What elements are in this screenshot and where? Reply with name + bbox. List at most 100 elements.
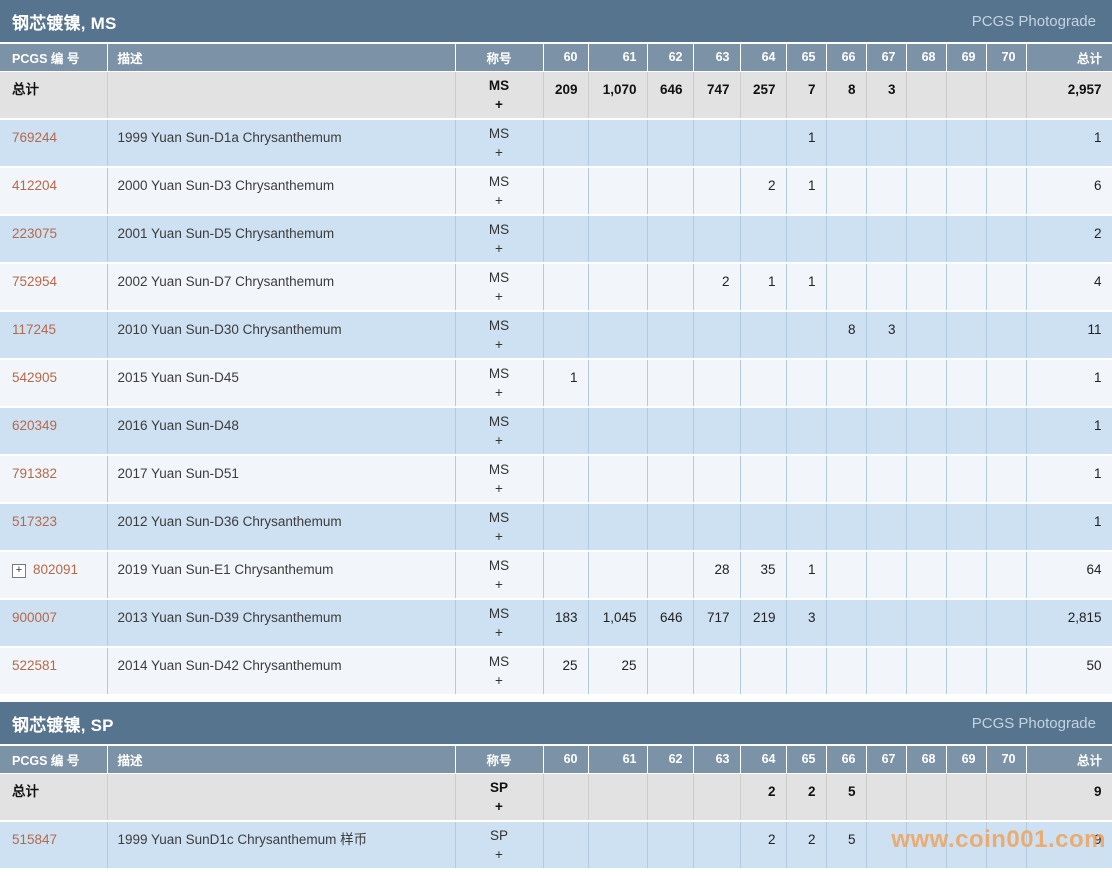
designation-plus: + [495,798,503,814]
designation-label: MS [488,222,510,237]
totals-label-cell: 总计 [0,773,108,822]
pcgs-id-link[interactable]: 900007 [12,610,58,625]
grade-cell-63 [693,167,741,216]
pcgs-id-link[interactable]: 752954 [12,274,58,289]
col-header-grade-64: 64 [740,746,787,774]
grade-cell-64 [740,503,787,552]
pcgs-id-link[interactable]: 412204 [12,178,58,193]
pcgs-id-link[interactable]: 620349 [12,418,58,433]
grade-cell-64 [740,215,787,264]
grade-cell-68 [906,821,947,870]
grade-cell-69 [946,773,987,822]
grade-cell-63 [693,215,741,264]
grade-cell-67 [866,263,907,312]
grade-cell-60: 209 [543,71,589,120]
grade-cell-61 [588,821,648,870]
grade-cell-68 [906,71,947,120]
designation-label: MS [488,558,510,573]
description-cell: 2019 Yuan Sun-E1 Chrysanthemum [107,551,456,600]
total-cell: 6 [1026,167,1112,216]
pcgs-photograde-link[interactable]: PCGS Photograde [971,12,1096,30]
grade-cell-70 [986,773,1027,822]
col-header-grade-61: 61 [588,44,648,72]
grade-cell-61 [588,119,648,168]
grade-cell-67 [866,503,907,552]
designation-label: MS [488,606,510,621]
pcgs-id-link[interactable]: 223075 [12,226,58,241]
grade-cell-61 [588,311,648,360]
grade-cell-69 [946,821,987,870]
pcgs-id-link[interactable]: 517323 [12,514,58,529]
total-cell: 9 [1026,821,1112,870]
grade-cell-70 [986,167,1027,216]
grade-cell-67 [866,551,907,600]
totals-row: 总计 MS +209 1,070 646 747 257 7 8 3 2,957 [0,71,1112,120]
col-header-pcgs-id: PCGS 编 号 [0,44,108,72]
grade-cell-70 [986,71,1027,120]
pcgs-id-link[interactable]: 791382 [12,466,58,481]
designation-label: MS [488,270,510,285]
coin-row: 791382 2017 Yuan Sun-D51 MS +1 [0,455,1112,504]
description-cell: 2001 Yuan Sun-D5 Chrysanthemum [107,215,456,264]
designation-cell: SP + [455,821,544,870]
grade-cell-67: 3 [866,71,907,120]
grade-cell-60: 1 [543,359,589,408]
grade-cell-61: 25 [588,647,648,696]
grade-cell-65: 7 [786,71,827,120]
grade-cell-65 [786,503,827,552]
grade-cell-69 [946,647,987,696]
pcgs-photograde-link[interactable]: PCGS Photograde [971,714,1096,732]
col-header-grade-70: 70 [986,746,1027,774]
grade-cell-61 [588,551,648,600]
grade-cell-64: 2 [740,821,787,870]
designation-cell: MS + [455,599,544,648]
grade-cell-63 [693,359,741,408]
designation-cell: MS + [455,455,544,504]
coin-row: 752954 2002 Yuan Sun-D7 Chrysanthemum MS +2… [0,263,1112,312]
grade-cell-69 [946,71,987,120]
col-header-designation: 称号 [455,44,544,72]
description-cell: 2002 Yuan Sun-D7 Chrysanthemum [107,263,456,312]
grade-cell-66 [826,407,867,456]
grade-cell-67 [866,821,907,870]
designation-label: MS [488,318,510,333]
coin-row: 620349 2016 Yuan Sun-D48 MS +1 [0,407,1112,456]
designation-cell: MS + [455,119,544,168]
total-cell: 11 [1026,311,1112,360]
grade-cell-62 [647,215,694,264]
population-table: PCGS 编 号描述 称号 60 61 62 63 64 65 66 67 68 69 70 总计 总计 SP… [0,746,1112,870]
col-header-grade-66: 66 [826,44,867,72]
totals-row: 总计 SP +2 2 5 9 [0,773,1112,822]
grade-cell-64: 257 [740,71,787,120]
grade-cell-66 [826,455,867,504]
grade-cell-62 [647,263,694,312]
grade-cell-60 [543,215,589,264]
grade-cell-64 [740,119,787,168]
expand-icon[interactable]: + [12,564,26,578]
grade-cell-66 [826,167,867,216]
pcgs-id-link[interactable]: 117245 [12,322,57,337]
pcgs-id-link[interactable]: 802091 [33,562,79,577]
grade-cell-69 [946,167,987,216]
grade-cell-66 [826,263,867,312]
pcgs-id-link[interactable]: 515847 [12,832,58,847]
pcgs-id-link[interactable]: 769244 [12,130,58,145]
pcgs-id-link[interactable]: 542905 [12,370,58,385]
grade-cell-60: 183 [543,599,589,648]
column-header-row: PCGS 编 号描述 称号 60 61 62 63 64 65 66 67 68 69 70 总计 [0,746,1112,774]
grade-cell-63 [693,503,741,552]
designation-plus: + [495,145,503,160]
pcgs-id-link[interactable]: 522581 [12,658,58,673]
col-header-pcgs-id: PCGS 编 号 [0,746,108,774]
total-cell: 64 [1026,551,1112,600]
pcgs-id-cell: 542905 [0,359,108,408]
grade-cell-67 [866,167,907,216]
pcgs-id-cell: 223075 [0,215,108,264]
grade-cell-62 [647,455,694,504]
designation-plus: + [495,96,503,112]
designation-cell: MS + [455,71,544,120]
coin-row: 517323 2012 Yuan Sun-D36 Chrysanthemum MS +… [0,503,1112,552]
section-title: 钢芯镀镍, SP [12,715,114,735]
pcgs-id-cell: 769244 [0,119,108,168]
col-header-total: 总计 [1026,44,1112,72]
